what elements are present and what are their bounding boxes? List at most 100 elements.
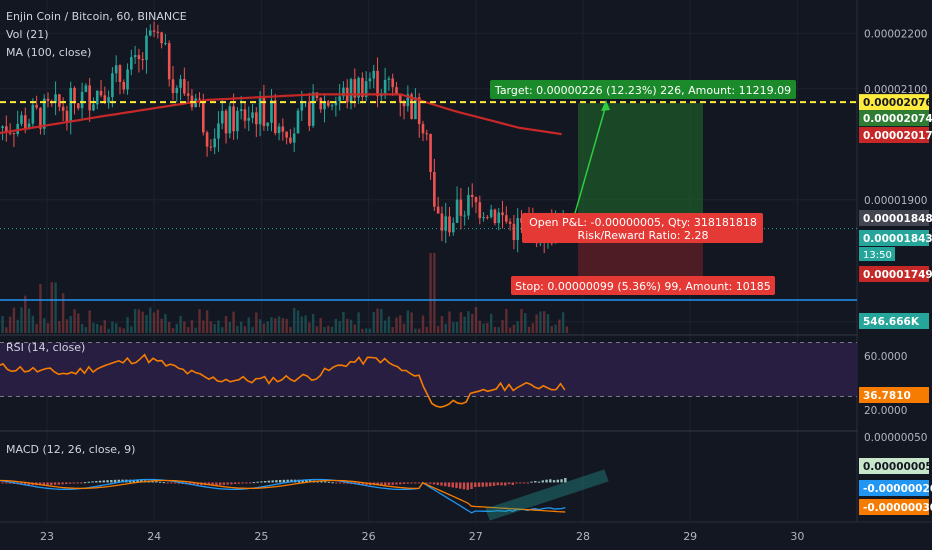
macd-histogram-bar [323, 481, 327, 483]
rsi-indicator-label[interactable]: RSI (14, close) [6, 341, 85, 354]
macd-histogram-bar [384, 482, 387, 486]
macd-histogram-bar [42, 482, 45, 486]
volume-bar [171, 328, 175, 333]
target-label[interactable]: Target: 0.00000226 (12.23%) 226, Amount:… [490, 80, 796, 99]
rsi-band [0, 342, 857, 397]
volume-bar [16, 319, 19, 333]
macd-histogram-bar [395, 482, 398, 485]
volume-bar [542, 311, 546, 333]
candle-body [42, 98, 46, 129]
volume-bar [251, 327, 254, 333]
macd-histogram-bar [515, 482, 518, 484]
macd-histogram-bar [462, 482, 466, 490]
rsi-panel [0, 342, 857, 409]
macd-histogram-bar [102, 480, 106, 483]
volume-bar [539, 311, 542, 333]
macd-histogram-bar [192, 482, 196, 485]
candle-body [300, 102, 304, 111]
macd-histogram-bar [166, 482, 169, 484]
chart-overlays [0, 100, 857, 301]
macd-trend-channel [485, 469, 609, 521]
time-tick-label: 30 [790, 530, 804, 543]
macd-histogram-bar [140, 480, 143, 483]
macd-histogram-bar [429, 482, 432, 484]
candle-body [326, 101, 330, 106]
candle-body [292, 133, 296, 143]
candle-body [27, 123, 31, 129]
price-tick-label: 0.00002100 [864, 84, 927, 96]
position-zones [578, 103, 703, 284]
candle-body [65, 110, 69, 123]
macd-histogram-bar [106, 480, 109, 483]
volume-bar [258, 319, 262, 333]
macd-tick-label: 0.00000050 [864, 432, 927, 444]
open-pnl-label-bg [522, 213, 763, 243]
volume-bar [368, 328, 372, 333]
macd-histogram-bar [444, 482, 447, 487]
volume-bar [561, 312, 565, 333]
time-tick-label: 26 [362, 530, 376, 543]
symbol-title[interactable]: Enjin Coin / Bitcoin, 60, BINANCE [6, 10, 187, 23]
macd-histogram-bar [65, 482, 68, 485]
volume-bar [141, 311, 144, 333]
candle-body [406, 94, 410, 107]
candle-body [73, 87, 76, 104]
candle-body [349, 79, 353, 103]
volume-bar [164, 314, 167, 333]
volume-bar [524, 313, 527, 333]
candle-body [80, 91, 84, 109]
candle-body [69, 87, 73, 123]
risk-reward-text: Risk/Reward Ratio: 2.28 [578, 229, 709, 242]
ma-indicator-label[interactable]: MA (100, close) [6, 46, 91, 59]
volume-bar [262, 323, 266, 333]
candle-body [126, 69, 129, 90]
macd-histogram-bar [534, 481, 537, 483]
macd-histogram-bar [519, 482, 522, 484]
macd-indicator-label[interactable]: MACD (12, 26, close, 9) [6, 443, 135, 456]
volume-bar [73, 309, 76, 333]
countdown-badge-bg [859, 247, 895, 261]
volume-bar [436, 326, 440, 333]
candle-body [20, 115, 23, 124]
candle-body [92, 104, 95, 111]
candle-body [501, 212, 504, 216]
candle-body [217, 123, 220, 139]
price-badge-bg [859, 313, 929, 329]
macd-histogram-bar [466, 482, 469, 490]
candle-body [429, 133, 432, 173]
volume-bar [236, 326, 239, 333]
candle-body [160, 32, 163, 44]
candle-body [167, 43, 171, 80]
macd-histogram-bar [282, 479, 286, 483]
volume-bar [376, 308, 379, 333]
candle-body [516, 218, 519, 241]
macd-histogram-bar [80, 482, 83, 484]
volume-bar [8, 316, 12, 333]
price-badge-bg [859, 127, 929, 143]
candle-body [391, 78, 394, 88]
volume-bar [467, 311, 470, 333]
macd-histogram-bar [5, 482, 8, 484]
volume-bar [311, 314, 315, 333]
macd-histogram-bar [170, 482, 173, 484]
candle-body [296, 110, 300, 134]
volume-indicator-label[interactable]: Vol (21) [6, 28, 49, 41]
rsi-line [0, 353, 566, 409]
macd-histogram-bar [177, 482, 181, 484]
volume-bar [361, 328, 364, 333]
open-pnl-label[interactable]: Open P&L: -0.00000005, Qty: 318181818 Ri… [522, 213, 763, 243]
stop-label[interactable]: Stop: 0.00000099 (5.36%) 99, Amount: 101… [511, 276, 775, 295]
candle-body [421, 124, 425, 134]
target-zone [578, 103, 703, 229]
candle-body [209, 146, 213, 148]
rsi-tick-label: 60.0000 [864, 351, 907, 363]
volume-bar [118, 327, 122, 333]
volume-bar [565, 326, 569, 333]
macd-histogram-bar [278, 479, 282, 483]
volume-bar [558, 319, 561, 333]
price-badge-bg [859, 94, 929, 111]
macd-histogram-bar [72, 482, 75, 484]
macd-histogram-bar [489, 482, 492, 487]
volume-bar [183, 321, 186, 333]
